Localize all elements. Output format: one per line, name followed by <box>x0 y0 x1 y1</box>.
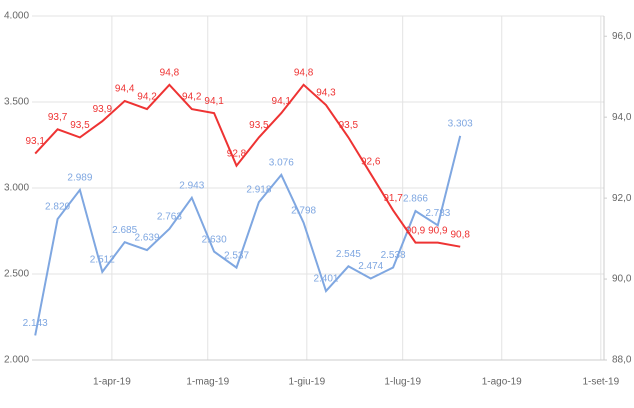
data-label: 2.639 <box>135 233 160 244</box>
data-label: 93,9 <box>93 104 113 115</box>
y-tick-label: 4.000 <box>4 11 29 22</box>
data-label: 2.783 <box>425 208 450 219</box>
data-label: 92,6 <box>361 156 381 167</box>
data-label: 94,1 <box>204 96 224 107</box>
data-label: 2.763 <box>157 211 182 222</box>
y-tick-label: 2.500 <box>4 269 29 280</box>
data-label: 94,2 <box>137 92 157 103</box>
y-tick-label: 2.000 <box>4 355 29 366</box>
data-label: 90,9 <box>406 225 426 236</box>
data-label: 94,1 <box>272 96 292 107</box>
data-label: 94,8 <box>294 67 314 78</box>
data-label: 93,5 <box>70 120 90 131</box>
data-label: 94,8 <box>160 67 180 78</box>
data-label: 2.538 <box>381 250 406 261</box>
x-tick-label: 1-apr-19 <box>93 377 131 388</box>
data-label: 2.918 <box>246 185 271 196</box>
data-label: 2.943 <box>179 180 204 191</box>
data-label: 93,5 <box>339 120 359 131</box>
data-label: 93,7 <box>48 112 68 123</box>
data-label: 92,8 <box>227 148 247 159</box>
data-label: 90,9 <box>428 225 448 236</box>
y2-tick-label: 88,0 <box>612 355 632 366</box>
data-label: 93,5 <box>249 120 269 131</box>
data-label: 91,7 <box>383 193 403 204</box>
data-label: 90,8 <box>450 229 470 240</box>
data-label: 94,4 <box>115 84 135 95</box>
y-tick-label: 3.500 <box>4 97 29 108</box>
data-label: 2.866 <box>403 194 428 205</box>
data-label: 2.143 <box>23 318 48 329</box>
data-label: 2.545 <box>336 249 361 260</box>
x-tick-label: 1-ago-19 <box>482 377 522 388</box>
data-label: 2.798 <box>291 205 316 216</box>
x-tick-label: 1-giu-19 <box>288 377 325 388</box>
y2-tick-label: 90,0 <box>612 274 632 285</box>
y2-tick-label: 92,0 <box>612 193 632 204</box>
data-label: 2.820 <box>45 202 70 213</box>
data-label: 2.630 <box>202 234 227 245</box>
x-tick-label: 1-set-19 <box>582 377 619 388</box>
data-label: 2.474 <box>358 261 383 272</box>
data-label: 2.512 <box>90 255 115 266</box>
data-label: 2.537 <box>224 250 249 261</box>
line-series <box>34 135 462 336</box>
x-tick-label: 1-mag-19 <box>186 377 229 388</box>
data-label: 2.989 <box>67 173 92 184</box>
data-label: 2.401 <box>313 274 338 285</box>
data-label: 3.303 <box>448 119 473 130</box>
data-label: 3.076 <box>269 158 294 169</box>
y2-tick-label: 96,0 <box>612 31 632 42</box>
x-tick-label: 1-lug-19 <box>384 377 421 388</box>
data-label: 94,3 <box>316 88 336 99</box>
data-label: 93,1 <box>25 136 45 147</box>
data-label: 94,2 <box>182 92 202 103</box>
line-series <box>34 83 461 248</box>
y2-tick-label: 94,0 <box>612 112 632 123</box>
y-tick-label: 3.000 <box>4 183 29 194</box>
data-label: 2.685 <box>112 225 137 236</box>
